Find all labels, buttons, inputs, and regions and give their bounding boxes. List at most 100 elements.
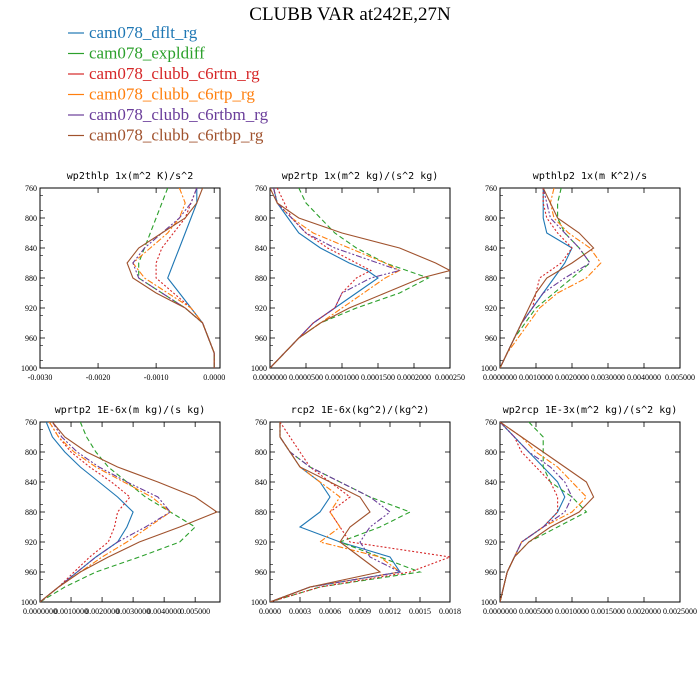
y-tick-label: 800 (485, 214, 497, 223)
series-line (40, 422, 172, 602)
series-line (500, 188, 595, 368)
x-tick-label: 0.0000000 (253, 373, 287, 382)
y-tick-label: 840 (485, 478, 497, 487)
y-tick-label: 760 (485, 184, 497, 193)
series-line (500, 422, 559, 602)
panel: wpthlp2 1x(m K^2)/s 760 800 840 880 920 960 100… (481, 171, 695, 382)
y-tick-label: 960 (485, 334, 497, 343)
series-line (40, 422, 172, 602)
figure-title: CLUBB VAR at242E,27N (249, 4, 451, 25)
plot-frame (269, 421, 451, 603)
y-tick-label: 840 (485, 244, 497, 253)
series-line (270, 188, 402, 368)
x-tick-label: 0.0000500 (289, 373, 323, 382)
y-tick-label: 800 (25, 214, 37, 223)
panel-title: wp2rcp 1E-3x(m^2 kg)/(s^2 kg) (503, 405, 678, 416)
x-tick-label: 0.0018 (439, 607, 461, 616)
series-line (500, 422, 595, 602)
x-tick-label: -0.0020 (86, 373, 111, 382)
x-tick-label: 0.0000 (203, 373, 225, 382)
y-tick-label: 760 (255, 184, 267, 193)
y-tick-label: 880 (25, 508, 37, 517)
legend-entry: cam078_clubb_c6rtbm_rg (89, 105, 269, 124)
y-tick-label: 760 (25, 418, 37, 427)
y-tick-label: 1000 (481, 364, 497, 373)
x-tick-label: -0.0010 (144, 373, 169, 382)
panel: wprtp2 1E-6x(m kg)/(s kg) 760 800 840 880 920… (21, 405, 221, 616)
y-tick-label: 1000 (21, 364, 37, 373)
y-tick-label: 840 (255, 478, 267, 487)
legend-entry: cam078_dflt_rg (89, 23, 198, 42)
series-line (270, 188, 372, 368)
y-tick-label: 800 (255, 214, 267, 223)
plot-frame (499, 421, 681, 603)
y-tick-label: 760 (25, 184, 37, 193)
x-tick-label: 0.0003 (289, 607, 311, 616)
x-tick-label: 0.0040000 (147, 607, 181, 616)
series-line (270, 188, 430, 368)
panel: wp2thlp 1x(m^2 K)/s^2 760 800 840 880 920 960 1… (21, 171, 225, 382)
series-line (500, 188, 602, 368)
legend-entry: cam078_clubb_c6rtbp_rg (89, 126, 264, 145)
series-line (40, 422, 134, 602)
series-line (40, 422, 131, 602)
series-line (500, 422, 588, 602)
x-tick-label: 0.0000 (259, 607, 281, 616)
x-tick-label: 0.0015 (409, 607, 431, 616)
y-tick-label: 880 (255, 508, 267, 517)
x-tick-label: 0.0015000 (591, 607, 625, 616)
x-tick-label: 0.0005000 (519, 607, 553, 616)
x-tick-label: 0.0000000 (23, 607, 57, 616)
y-tick-label: 920 (25, 538, 37, 547)
series-line (500, 422, 573, 602)
y-tick-label: 1000 (251, 598, 267, 607)
y-tick-label: 880 (485, 274, 497, 283)
series-line (270, 422, 450, 602)
series-line (126, 188, 215, 368)
y-tick-label: 880 (485, 508, 497, 517)
panel-title: wprtp2 1E-6x(m kg)/(s kg) (55, 405, 206, 416)
y-tick-label: 920 (485, 538, 497, 547)
y-tick-label: 840 (25, 244, 37, 253)
y-tick-label: 1000 (21, 598, 37, 607)
panel-title: wp2thlp 1x(m^2 K)/s^2 (67, 171, 193, 182)
y-tick-label: 960 (255, 568, 267, 577)
x-tick-label: 0.0009 (349, 607, 371, 616)
x-tick-label: -0.0030 (28, 373, 53, 382)
panel-title: rcp2 1E-6x(kg^2)/(kg^2) (291, 405, 429, 416)
x-tick-label: 0.0030000 (591, 373, 625, 382)
y-tick-label: 920 (485, 304, 497, 313)
series-line (500, 422, 588, 602)
y-tick-label: 840 (255, 244, 267, 253)
series-line (500, 188, 573, 368)
y-tick-label: 960 (25, 568, 37, 577)
panel-title: wp2rtp 1x(m^2 kg)/(s^2 kg) (282, 171, 439, 182)
y-tick-label: 760 (255, 418, 267, 427)
plot-frame (39, 187, 221, 369)
y-tick-label: 960 (25, 334, 37, 343)
x-tick-label: 0.0000000 (483, 373, 517, 382)
y-tick-label: 800 (485, 448, 497, 457)
x-tick-label: 0.0010000 (54, 607, 88, 616)
legend-entry: cam078_expldiff (89, 44, 205, 63)
series-line (270, 188, 450, 368)
x-tick-label: 0.0002000 (397, 373, 431, 382)
x-tick-label: 0.0010000 (555, 607, 589, 616)
series-line (40, 422, 197, 602)
series-line (132, 188, 215, 368)
y-tick-label: 880 (25, 274, 37, 283)
plot-frame (499, 187, 681, 369)
series-line (270, 188, 379, 368)
x-tick-label: 0.0001500 (361, 373, 395, 382)
plot-frame (39, 421, 221, 603)
x-tick-label: 0.000250 (435, 373, 465, 382)
legend-entry: cam078_clubb_c6rtp_rg (89, 85, 255, 104)
series-line (500, 188, 573, 368)
y-tick-label: 760 (485, 418, 497, 427)
panel: wp2rcp 1E-3x(m^2 kg)/(s^2 kg) 760 800 840 88… (481, 405, 697, 616)
x-tick-label: 0.0012 (379, 607, 401, 616)
x-tick-label: 0.0030000 (116, 607, 150, 616)
y-tick-label: 1000 (481, 598, 497, 607)
x-tick-label: 0.005000 (180, 607, 210, 616)
